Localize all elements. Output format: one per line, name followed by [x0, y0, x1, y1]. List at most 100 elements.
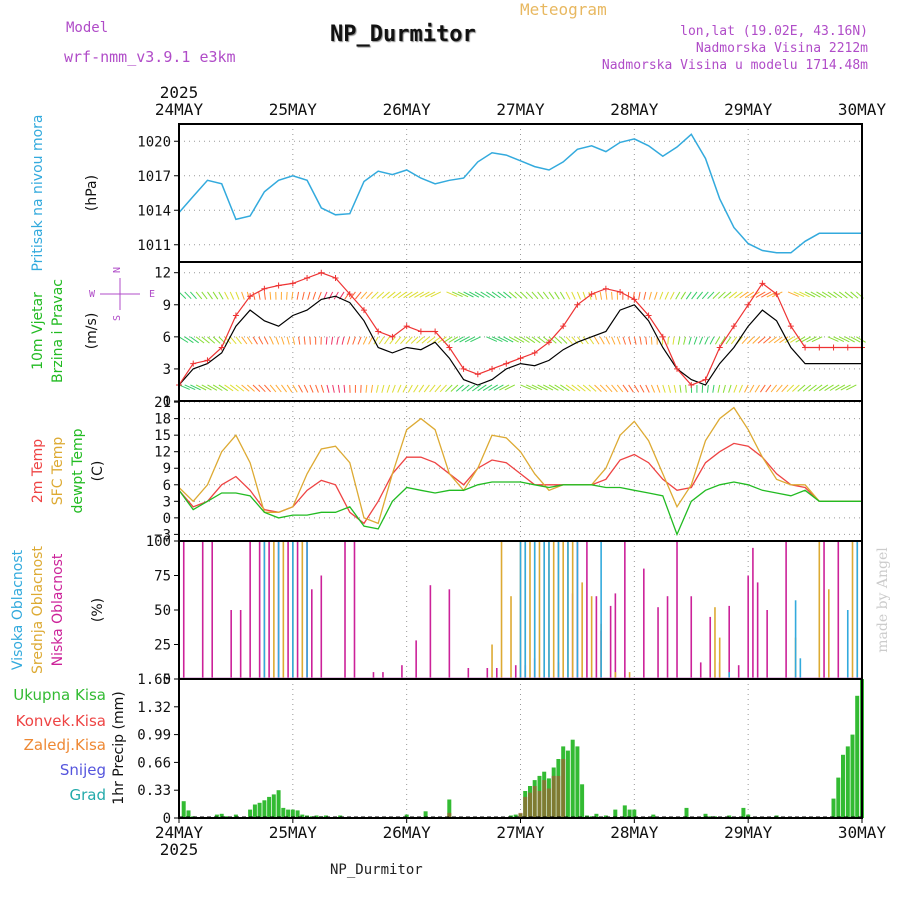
- wind-arrow: [664, 291, 669, 300]
- gust-point: [716, 344, 723, 351]
- wind-arrow: [486, 291, 496, 299]
- wind-arrow: [355, 291, 362, 300]
- wind-arrow: [212, 291, 219, 300]
- precip-bar: [267, 796, 272, 818]
- wind-arrow: [425, 291, 436, 298]
- wind-arrow: [525, 384, 537, 391]
- wind-arrow: [477, 384, 487, 392]
- wind-arrow: [303, 384, 309, 393]
- wind-arrow: [599, 336, 605, 345]
- wind-arrow: [755, 291, 766, 298]
- precip-bar: [831, 798, 836, 818]
- wind-arrow: [746, 336, 755, 344]
- wind-arrow: [453, 336, 464, 343]
- wind-arrow: [537, 336, 546, 344]
- gust-point: [389, 333, 396, 340]
- wind-arrow: [520, 336, 530, 343]
- wind-arrow: [543, 384, 554, 391]
- precip-bar: [271, 794, 276, 818]
- wind-arrow: [838, 291, 848, 299]
- wind-arrow: [639, 384, 645, 393]
- wind-arrow: [281, 384, 288, 393]
- wind-arrow: [252, 384, 261, 392]
- wind-arrow: [434, 384, 442, 393]
- gust-point: [688, 381, 695, 388]
- gust-point: [318, 269, 325, 276]
- wind-arrow: [201, 291, 208, 300]
- wind-arrow: [235, 336, 242, 345]
- dewpt-line: [178, 481, 862, 537]
- precip-bar: [262, 800, 267, 818]
- precip-bar: [594, 813, 599, 818]
- wind-arrow: [611, 336, 616, 345]
- wind-arrow: [633, 336, 637, 345]
- year-label-bottom: 2025: [160, 840, 199, 859]
- wind-arrow: [439, 384, 447, 393]
- wind-arrow: [645, 384, 650, 393]
- wind-arrow: [426, 336, 436, 344]
- wind-arrow: [833, 291, 843, 299]
- wind-arrow: [645, 336, 648, 345]
- time-label-bottom: 25MAY: [269, 823, 318, 842]
- wind-arrow: [365, 291, 373, 300]
- wind-arrow: [252, 291, 256, 300]
- wind-arrow: [628, 384, 634, 393]
- wind-arrow: [269, 291, 272, 300]
- wind-arrow: [525, 336, 536, 344]
- chart-title: NP_Durmitor: [330, 22, 476, 47]
- wind-arrow: [258, 291, 261, 300]
- wind-arrow: [201, 384, 212, 391]
- wind-arrow: [773, 336, 783, 344]
- precip-bar: [233, 814, 238, 818]
- wind-arrow: [291, 291, 294, 300]
- wind-arrow: [378, 336, 385, 345]
- wind-arrow: [531, 291, 539, 300]
- wind-arrow: [548, 384, 559, 391]
- wind-arrow: [628, 336, 632, 345]
- wind-arrow: [292, 336, 296, 345]
- wind-arrow: [331, 336, 334, 345]
- y-tick-label: 0.33: [137, 783, 171, 799]
- wind-arrow: [488, 384, 498, 391]
- y-tick-label: 18: [154, 412, 171, 428]
- wind-arrow: [414, 291, 424, 298]
- y-tick-label: 9: [163, 461, 171, 477]
- wind-arrow: [381, 384, 385, 393]
- wind-arrow: [246, 384, 255, 392]
- wind-arrow: [728, 291, 738, 299]
- wind-arrow: [542, 291, 549, 300]
- wind-arrow: [840, 384, 851, 391]
- wind-arrow: [582, 336, 589, 345]
- wind-arrow: [816, 291, 827, 298]
- wind-arrow: [450, 384, 459, 392]
- wind-arrow: [320, 384, 325, 393]
- time-label-top: 29MAY: [724, 100, 773, 119]
- wind-arrow: [701, 291, 709, 300]
- wind-arrow: [430, 291, 442, 298]
- gust-point: [332, 275, 339, 282]
- wind-arrow: [790, 336, 800, 343]
- wind-arrow: [258, 336, 264, 345]
- wind-arrow: [298, 384, 303, 393]
- pressure-ylabel: Pritisak na nivou mora: [30, 114, 46, 271]
- wind-arrow: [207, 384, 218, 391]
- wind-arrow: [675, 291, 681, 300]
- wind-arrow: [362, 336, 368, 345]
- y-tick-label: 0: [163, 394, 171, 410]
- wind-arrow: [594, 384, 602, 392]
- wind-arrow: [286, 384, 293, 393]
- wind-arrow: [786, 384, 795, 393]
- wind-arrow: [349, 291, 356, 300]
- wind-arrow: [725, 336, 732, 345]
- wind-arrow: [504, 384, 516, 391]
- wind-arrow: [376, 291, 385, 299]
- gust-point: [289, 280, 296, 287]
- wind-arrow: [263, 336, 269, 345]
- wind-arrow: [387, 291, 396, 299]
- gust-point: [759, 280, 766, 287]
- gust-point: [375, 328, 382, 335]
- wind-arrow: [605, 291, 608, 300]
- y-tick-label: 1014: [137, 203, 171, 219]
- wind-arrow: [712, 291, 721, 299]
- wind-arrow: [696, 291, 704, 300]
